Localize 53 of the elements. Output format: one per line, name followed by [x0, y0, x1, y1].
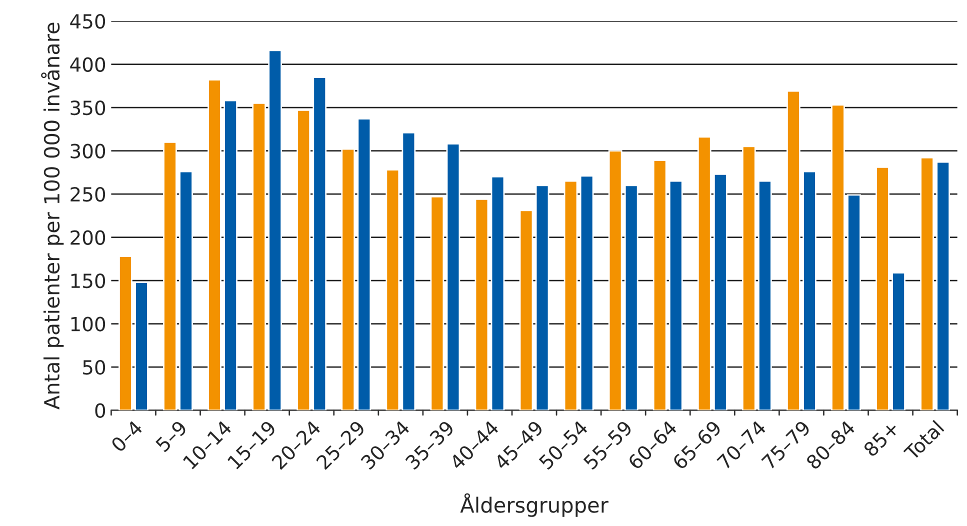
y-tick-label: 50: [83, 360, 106, 375]
bar: [936, 161, 950, 410]
bar: [341, 148, 356, 410]
bar: [847, 194, 861, 410]
bar: [580, 175, 594, 410]
bar: [697, 136, 712, 410]
y-tick-label: 150: [71, 273, 106, 288]
bar: [252, 102, 266, 410]
bar: [490, 176, 505, 410]
bar: [179, 170, 193, 410]
bar: [920, 157, 934, 410]
bar: [118, 256, 132, 410]
bar: [446, 143, 460, 410]
y-tick-label: 350: [70, 100, 106, 116]
bar: [519, 210, 534, 410]
bar: [564, 180, 578, 410]
bar: [758, 180, 772, 410]
bar: [357, 118, 372, 410]
bar: [802, 170, 816, 410]
bar: [268, 50, 282, 410]
y-tick-label: 200: [70, 230, 106, 245]
y-tick-label: 400: [70, 57, 106, 72]
bar: [224, 100, 238, 410]
bar: [624, 184, 638, 410]
y-tick-label: 0: [95, 403, 106, 418]
y-tick-label: 250: [70, 186, 106, 202]
bar: [831, 104, 845, 410]
x-axis-title: Åldersgrupper: [460, 493, 608, 517]
bar: [430, 196, 444, 410]
bar: [163, 141, 177, 410]
x-tick-label: 5–9: [154, 420, 188, 453]
bar: [892, 272, 906, 410]
bar: [134, 282, 148, 410]
bar: [535, 184, 550, 410]
bar: [652, 160, 667, 410]
bar: [474, 198, 489, 410]
bar: [876, 166, 890, 410]
bar: [312, 76, 327, 410]
y-tick-label: 300: [70, 144, 106, 158]
bar: [608, 150, 622, 410]
bar: [296, 109, 311, 410]
y-tick-label: 450: [70, 14, 106, 29]
x-tick-label: 0–4: [110, 420, 144, 453]
bar: [386, 169, 400, 410]
bar: [742, 146, 756, 410]
bar: [786, 90, 800, 410]
bar: [668, 180, 683, 410]
bar: [208, 79, 222, 410]
bar: [402, 132, 416, 410]
bar: [713, 173, 728, 410]
y-axis-title: Antal patienter per 100 000 invånare: [41, 22, 64, 410]
x-tick-label: 85+: [862, 420, 900, 458]
y-tick-label: 100: [71, 316, 106, 332]
